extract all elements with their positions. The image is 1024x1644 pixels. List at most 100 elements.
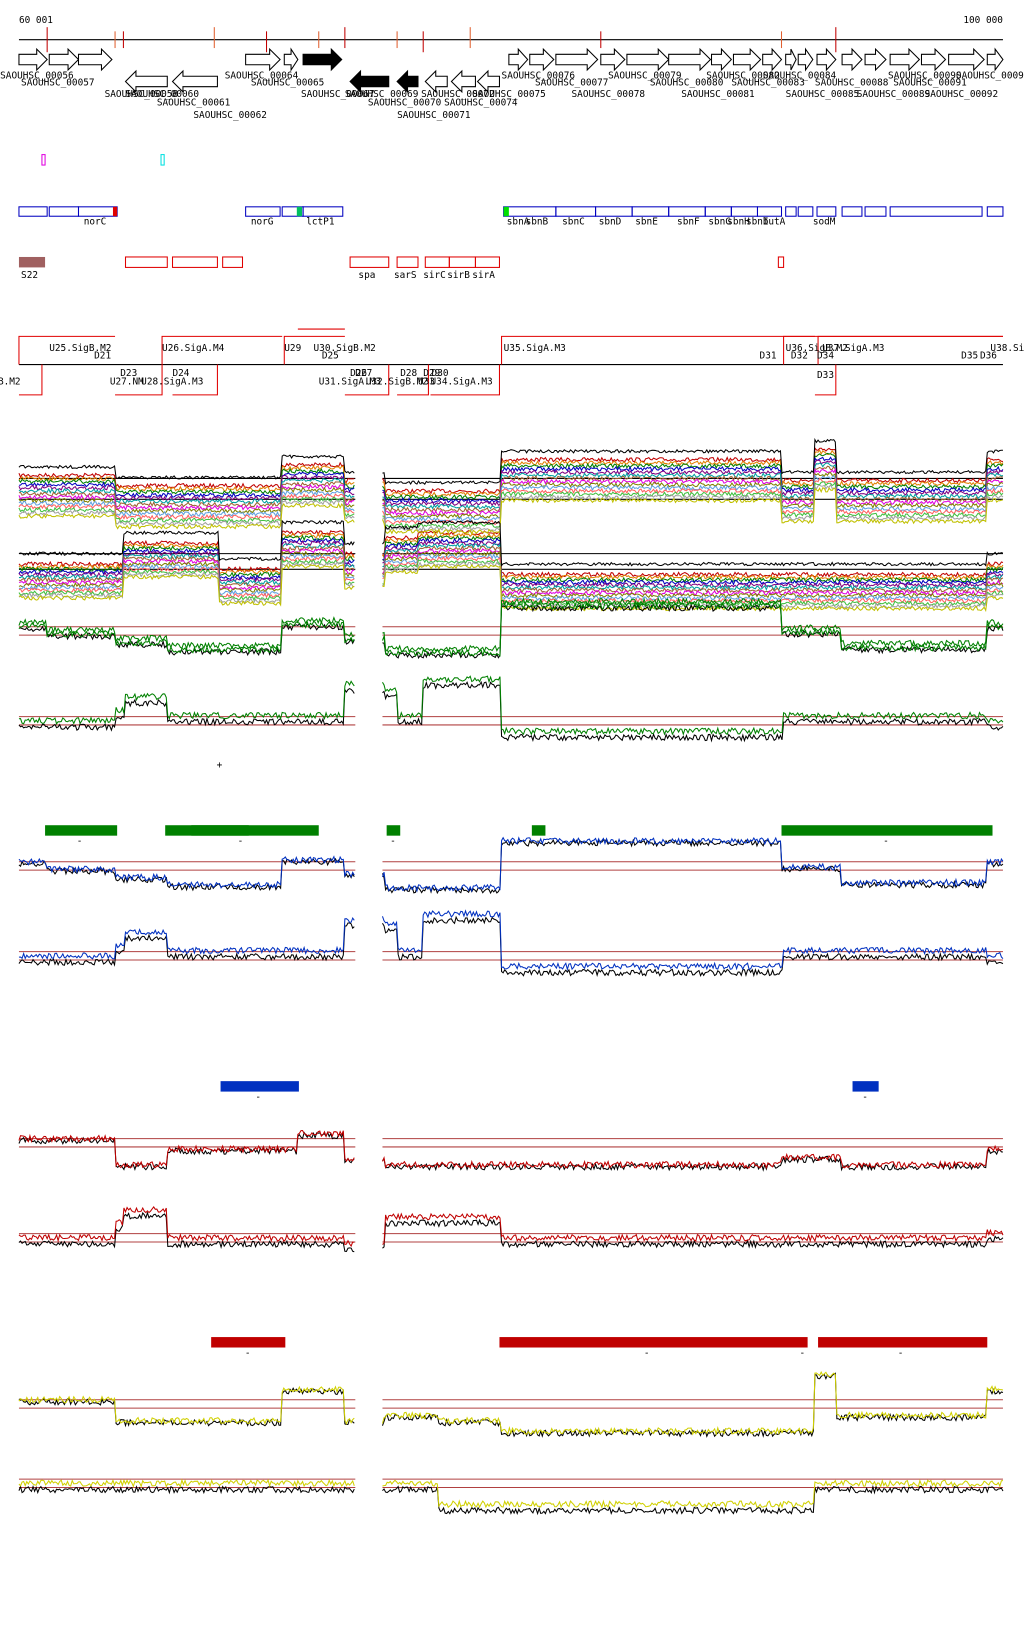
feature-label: norC	[84, 217, 107, 228]
feature-box	[785, 206, 797, 217]
gene-arrow	[668, 47, 712, 72]
green-segment	[45, 825, 118, 836]
gene-label: SAOUHSC_00091	[893, 78, 967, 89]
expression-trace	[18, 446, 1004, 495]
regulator-label: D36	[980, 350, 997, 361]
blue-segment	[220, 1081, 299, 1092]
terminator-line	[430, 364, 500, 396]
expression-trace	[18, 550, 1004, 599]
gene-label: SAOUHSC_00071	[397, 110, 471, 121]
gene-arrow	[424, 69, 448, 94]
feature-box	[797, 206, 814, 217]
segment-sign: -	[800, 1348, 806, 1359]
gene-arrow	[889, 47, 921, 72]
feature-box	[841, 206, 863, 217]
regulator-label: D21	[94, 350, 111, 361]
region-label: sirB	[447, 270, 470, 281]
gene-label: SAOUHSC_00067	[301, 89, 375, 100]
gene-arrow	[986, 47, 1004, 72]
gene-label: SAOUHSC_00090	[888, 70, 962, 81]
gene-arrow	[48, 47, 80, 72]
gene-arrow	[283, 47, 299, 72]
region-box	[448, 256, 476, 268]
expression-trace	[18, 1206, 1004, 1248]
feature-box	[704, 206, 732, 217]
expression-trace	[18, 477, 1004, 526]
gene-label: SAOUHSC_00089	[857, 89, 931, 100]
feature-label: lctP1	[306, 217, 335, 228]
expression-trace	[18, 487, 1004, 536]
gene-arrow	[626, 47, 670, 72]
regulator-label: U26.SigA.M4	[162, 343, 225, 354]
expression-trace	[18, 519, 1004, 567]
regulator-label: D33	[817, 370, 834, 381]
promoter-line	[18, 335, 116, 365]
region-box	[777, 256, 785, 268]
feature-label: sbnA	[507, 217, 530, 228]
terminator-line	[172, 364, 218, 396]
gene-label: SAOUHSC_00064	[225, 70, 299, 81]
promoter-line	[783, 335, 815, 365]
feature-box	[730, 206, 758, 217]
segment-sign: -	[883, 836, 889, 847]
gene-arrow	[77, 47, 113, 72]
gene-arrow	[555, 47, 599, 72]
red-segment	[499, 1337, 808, 1348]
segment-sign: -	[238, 836, 244, 847]
gene-label: SAOUHSC_00057	[21, 78, 95, 89]
region-box	[222, 256, 244, 268]
feature-label: sbnC	[562, 217, 585, 228]
gene-arrow	[920, 47, 947, 72]
expression-trace	[18, 680, 1004, 743]
regulator-label: U27.NM	[110, 376, 144, 387]
region-box	[474, 256, 500, 268]
segment-sign: -	[862, 1092, 868, 1103]
marker	[41, 154, 46, 166]
regulator-label: U35.SigA.M3	[504, 343, 566, 354]
region-box	[396, 256, 419, 268]
region-label: spa	[358, 270, 375, 281]
regulator-label: D27	[355, 368, 372, 379]
regulator-label: D28	[400, 368, 417, 379]
expression-trace	[18, 675, 1004, 736]
regulator-label: U24.SigB.M2	[0, 376, 21, 387]
gene-label: SAOUHSC_00093	[956, 70, 1024, 81]
terminator-line	[814, 364, 837, 396]
gene-arrow	[732, 47, 762, 72]
gene-arrow	[762, 47, 783, 72]
region-box	[349, 256, 390, 268]
feature-box	[816, 206, 837, 217]
region-label: sirC	[423, 270, 446, 281]
expression-trace	[18, 1371, 1004, 1437]
regulator-label: U31.SigA.M3	[319, 376, 381, 387]
marker	[160, 154, 165, 166]
gene-label: SAOUHSC_00072	[421, 89, 494, 100]
gene-label: SAOUHSC_00082	[706, 70, 780, 81]
feature-end	[296, 206, 303, 217]
red-segment	[211, 1337, 286, 1348]
region-label: sarS	[394, 270, 417, 281]
expression-trace	[18, 1478, 1004, 1509]
expression-trace	[18, 462, 1004, 510]
expression-trace	[18, 465, 1003, 514]
gene-arrow	[349, 69, 390, 94]
expression-trace	[18, 596, 1004, 654]
region-box	[424, 256, 450, 268]
region-box	[171, 256, 218, 268]
feature-label: butA	[763, 217, 786, 228]
gene-label: SAOUHSC_00078	[572, 89, 646, 100]
feature-label: sbnI	[746, 217, 769, 228]
gene-label: SAOUHSC_00060	[126, 89, 200, 100]
gene-label: SAOUHSC_00070	[368, 98, 442, 109]
region-label: S22	[21, 270, 38, 281]
regulator-label: U34.SigA.M3	[431, 376, 493, 387]
terminator-line	[344, 364, 390, 396]
segment-sign: -	[644, 1348, 650, 1359]
regulator-label: U33	[418, 376, 435, 387]
feature-end	[112, 206, 118, 217]
feature-box	[864, 206, 887, 217]
expression-trace	[18, 459, 1004, 507]
expression-trace	[18, 480, 1004, 529]
gene-arrow	[797, 47, 814, 72]
feature-box	[986, 206, 1004, 217]
